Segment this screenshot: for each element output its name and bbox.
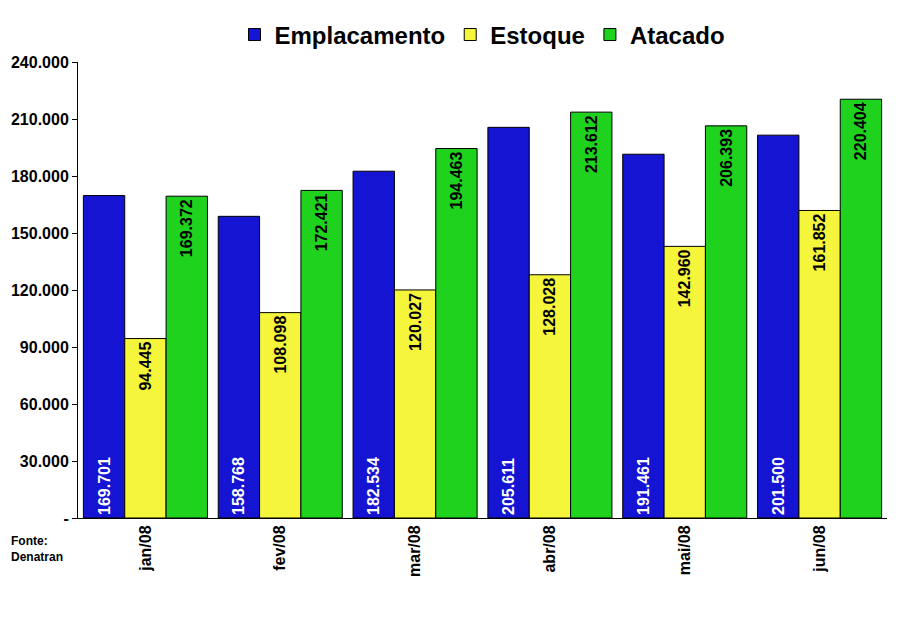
svg-text:180.000: 180.000 [11,168,69,185]
svg-text:-: - [63,510,68,527]
svg-text:120.027: 120.027 [407,293,424,351]
svg-text:128.028: 128.028 [541,278,558,336]
svg-text:Estoque: Estoque [490,22,585,49]
svg-text:108.098: 108.098 [272,316,289,374]
svg-text:mai/08: mai/08 [676,525,693,575]
svg-text:120.000: 120.000 [11,282,69,299]
svg-text:213.612: 213.612 [583,115,600,173]
svg-text:60.000: 60.000 [20,396,69,413]
svg-text:Fonte:Denatran: Fonte:Denatran [11,534,63,564]
svg-text:Atacado: Atacado [630,22,725,49]
svg-text:206.393: 206.393 [718,129,735,187]
svg-text:205.611: 205.611 [500,458,517,515]
svg-text:240.000: 240.000 [11,54,69,71]
svg-text:jun/08: jun/08 [811,525,828,572]
svg-text:94.445: 94.445 [137,342,154,391]
svg-text:210.000: 210.000 [11,111,69,128]
svg-text:142.960: 142.960 [676,249,693,307]
svg-text:abr/08: abr/08 [541,525,558,572]
svg-text:194.463: 194.463 [448,152,465,210]
svg-text:191.461: 191.461 [635,457,652,515]
svg-text:90.000: 90.000 [20,339,69,356]
svg-text:jan/08: jan/08 [137,525,154,571]
svg-text:220.404: 220.404 [852,102,869,160]
svg-text:Emplacamento: Emplacamento [275,22,446,49]
svg-text:201.500: 201.500 [770,457,787,515]
svg-text:169.701: 169.701 [96,457,113,515]
svg-text:161.852: 161.852 [811,213,828,271]
svg-text:30.000: 30.000 [20,453,69,470]
svg-text:182.534: 182.534 [365,457,382,515]
svg-text:fev/08: fev/08 [271,525,288,570]
svg-text:169.372: 169.372 [178,199,195,257]
svg-text:158.768: 158.768 [230,457,247,515]
svg-text:mar/08: mar/08 [406,525,423,577]
svg-text:172.421: 172.421 [313,193,330,251]
svg-text:150.000: 150.000 [11,225,69,242]
